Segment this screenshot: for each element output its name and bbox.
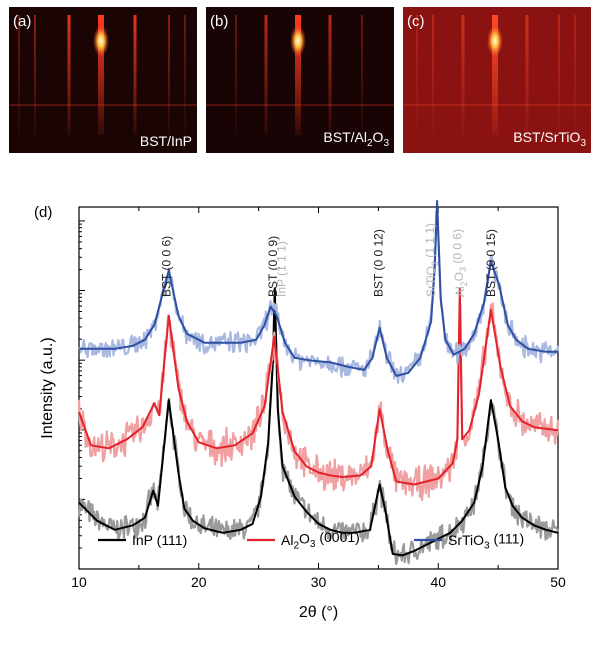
rheed-streak <box>133 15 137 135</box>
rheed-streak <box>328 15 332 135</box>
rheed-streak <box>492 15 498 135</box>
rheed-streak <box>432 15 434 135</box>
series-raw-line <box>77 297 560 565</box>
rheed-specular-spot <box>487 25 503 57</box>
rheed-streak <box>461 15 465 135</box>
legend-label: Al2O3 (0001) <box>281 529 360 551</box>
x-axis-label: 2θ (°) <box>299 604 338 621</box>
panel-caption-b: BST/Al2O3 <box>323 129 389 149</box>
series-1 <box>77 287 560 502</box>
x-tick-label: 20 <box>191 574 207 590</box>
peak-label: Al2O3 (0 0 6) <box>451 229 469 297</box>
rheed-streak <box>18 15 20 135</box>
panel-label-b: (b) <box>210 13 229 30</box>
rheed-streak <box>295 15 301 135</box>
peak-label: BST (0 0 15) <box>484 229 498 297</box>
rheed-streak <box>34 15 36 135</box>
rheed-streak <box>574 15 576 135</box>
x-tick-label: 10 <box>71 574 87 590</box>
peak-label: InP (1 1 1) <box>274 241 288 297</box>
xrd-chart: 10 20 30 40 50 2θ (°) Intensity (a.u.) (d) BST (… <box>34 200 566 621</box>
rheed-specular-spot <box>93 25 109 57</box>
panel-label-d: (d) <box>34 204 52 221</box>
x-tick-label: 50 <box>550 574 566 590</box>
series-2 <box>78 200 560 384</box>
rheed-image-c <box>403 7 591 153</box>
series-0 <box>77 287 560 565</box>
rheed-streak <box>98 15 104 135</box>
rheed-panel-a: (a) BST/InP <box>9 7 197 153</box>
rheed-streak <box>168 15 170 135</box>
x-tick-label: 40 <box>430 574 446 590</box>
rheed-image-b <box>206 7 394 153</box>
legend-label: SrTiO3 (111) <box>448 531 524 552</box>
rheed-streak <box>67 15 71 135</box>
rheed-streak <box>264 15 268 135</box>
rheed-streak <box>558 15 560 135</box>
peak-label: BST (0 0 6) <box>159 236 173 297</box>
rheed-panel-b: (b) BST/Al2O3 <box>206 7 394 153</box>
rheed-streak <box>184 15 186 135</box>
rheed-streak <box>361 15 363 135</box>
peak-label: SrTiO3 (1 1 1) <box>423 223 440 297</box>
rheed-panel-c: (c) BST/SrTiO3 <box>403 7 591 153</box>
rheed-streak <box>416 15 418 135</box>
rheed-image-a <box>9 7 197 153</box>
panel-caption-a: BST/InP <box>139 133 192 149</box>
rheed-streak <box>525 15 529 135</box>
peak-label: BST (0 0 12) <box>371 229 385 297</box>
x-tick-label: 30 <box>311 574 327 590</box>
rheed-specular-spot <box>290 25 306 57</box>
series-smoothed-line <box>78 287 559 486</box>
panel-label-a: (a) <box>13 13 32 30</box>
legend-label: InP (111) <box>132 532 187 548</box>
peak-label: BST (0 0 9) <box>266 236 280 297</box>
series-smoothed-line <box>79 200 558 377</box>
panel-label-c: (c) <box>407 13 425 30</box>
panel-caption-c: BST/SrTiO3 <box>513 129 586 149</box>
series-smoothed-line <box>78 287 559 557</box>
y-axis-label: Intensity (a.u.) <box>39 337 56 438</box>
rheed-streak <box>235 15 237 135</box>
